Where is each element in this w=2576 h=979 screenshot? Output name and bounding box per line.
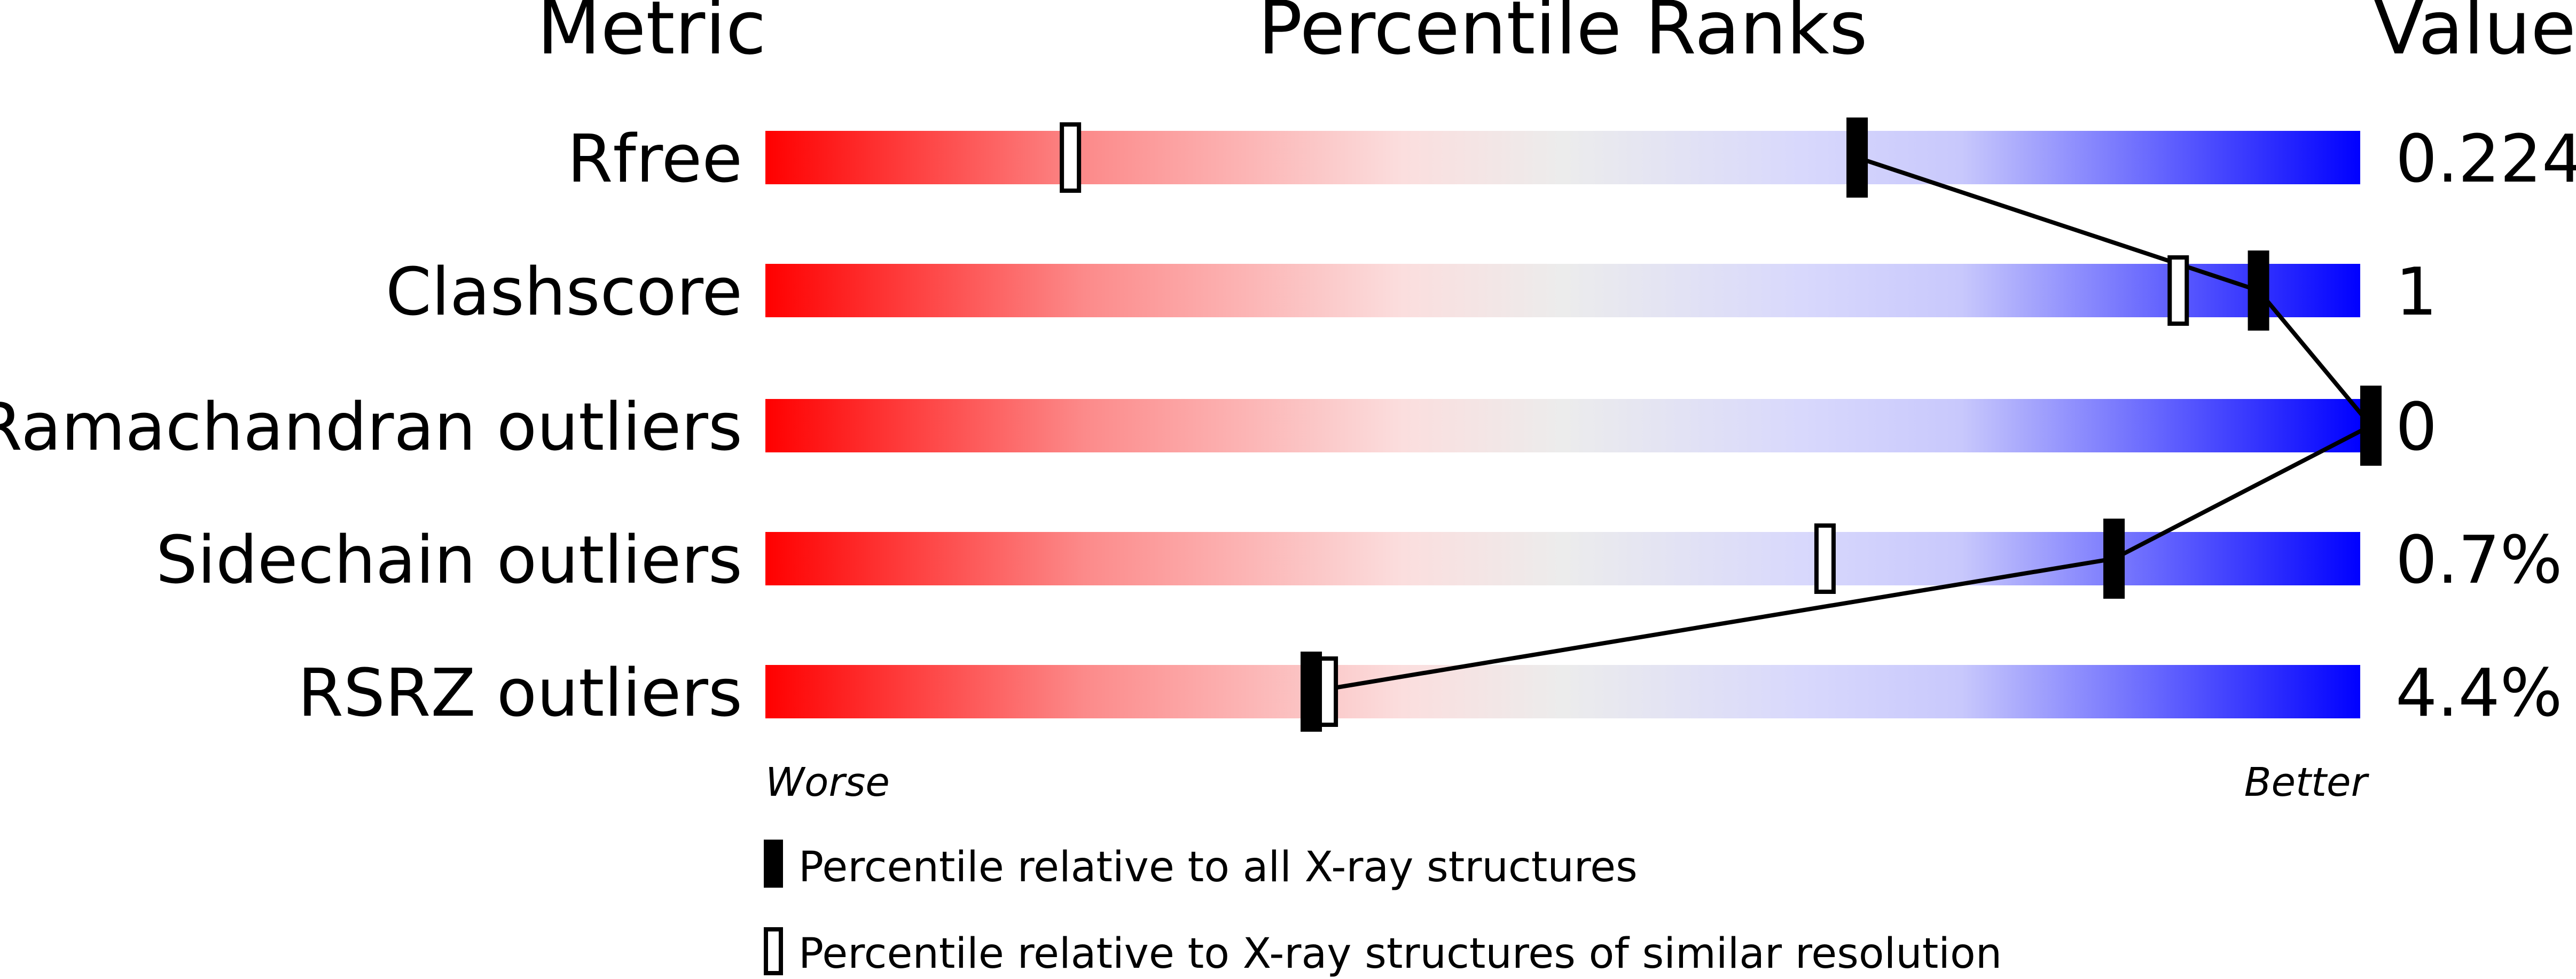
similar-resolution-marker — [1060, 122, 1082, 193]
all-structures-marker — [1301, 652, 1322, 732]
value-header: Value — [2374, 0, 2576, 71]
percentile-bar — [765, 131, 2360, 184]
value-label: 0 — [2395, 389, 2437, 466]
legend-similar-label: Percentile relative to X-ray structures … — [798, 930, 2002, 978]
similar-resolution-marker — [1814, 523, 1836, 594]
percentile-bar — [765, 264, 2360, 317]
all-structures-marker — [2360, 386, 2382, 466]
metric-label: RSRZ outliers — [298, 655, 742, 732]
metric-label: Ramachandran outliers — [0, 389, 742, 466]
metric-label: Sidechain outliers — [156, 522, 742, 599]
all-structures-marker — [2248, 250, 2269, 331]
value-label: 4.4% — [2395, 655, 2563, 732]
metric-label: Clashscore — [386, 254, 742, 331]
better-label: Better — [2244, 759, 2370, 805]
percentile-bar — [765, 665, 2360, 718]
legend-filled-marker-icon — [764, 840, 783, 888]
percentile-header: Percentile Ranks — [1258, 0, 1867, 71]
similar-resolution-marker — [2167, 255, 2189, 326]
percentile-bar — [765, 532, 2360, 585]
value-label: 0.7% — [2395, 522, 2563, 599]
percentile-bar — [765, 399, 2360, 452]
worse-label: Worse — [765, 759, 890, 805]
legend-open-marker-icon — [764, 927, 783, 975]
metric-label: Rfree — [567, 121, 742, 198]
value-label: 0.224 — [2395, 121, 2576, 198]
value-label: 1 — [2395, 254, 2437, 331]
all-structures-marker — [2103, 519, 2125, 599]
metric-header: Metric — [537, 0, 766, 71]
legend-all-label: Percentile relative to all X-ray structu… — [798, 843, 1638, 891]
all-structures-marker — [1846, 118, 1868, 198]
